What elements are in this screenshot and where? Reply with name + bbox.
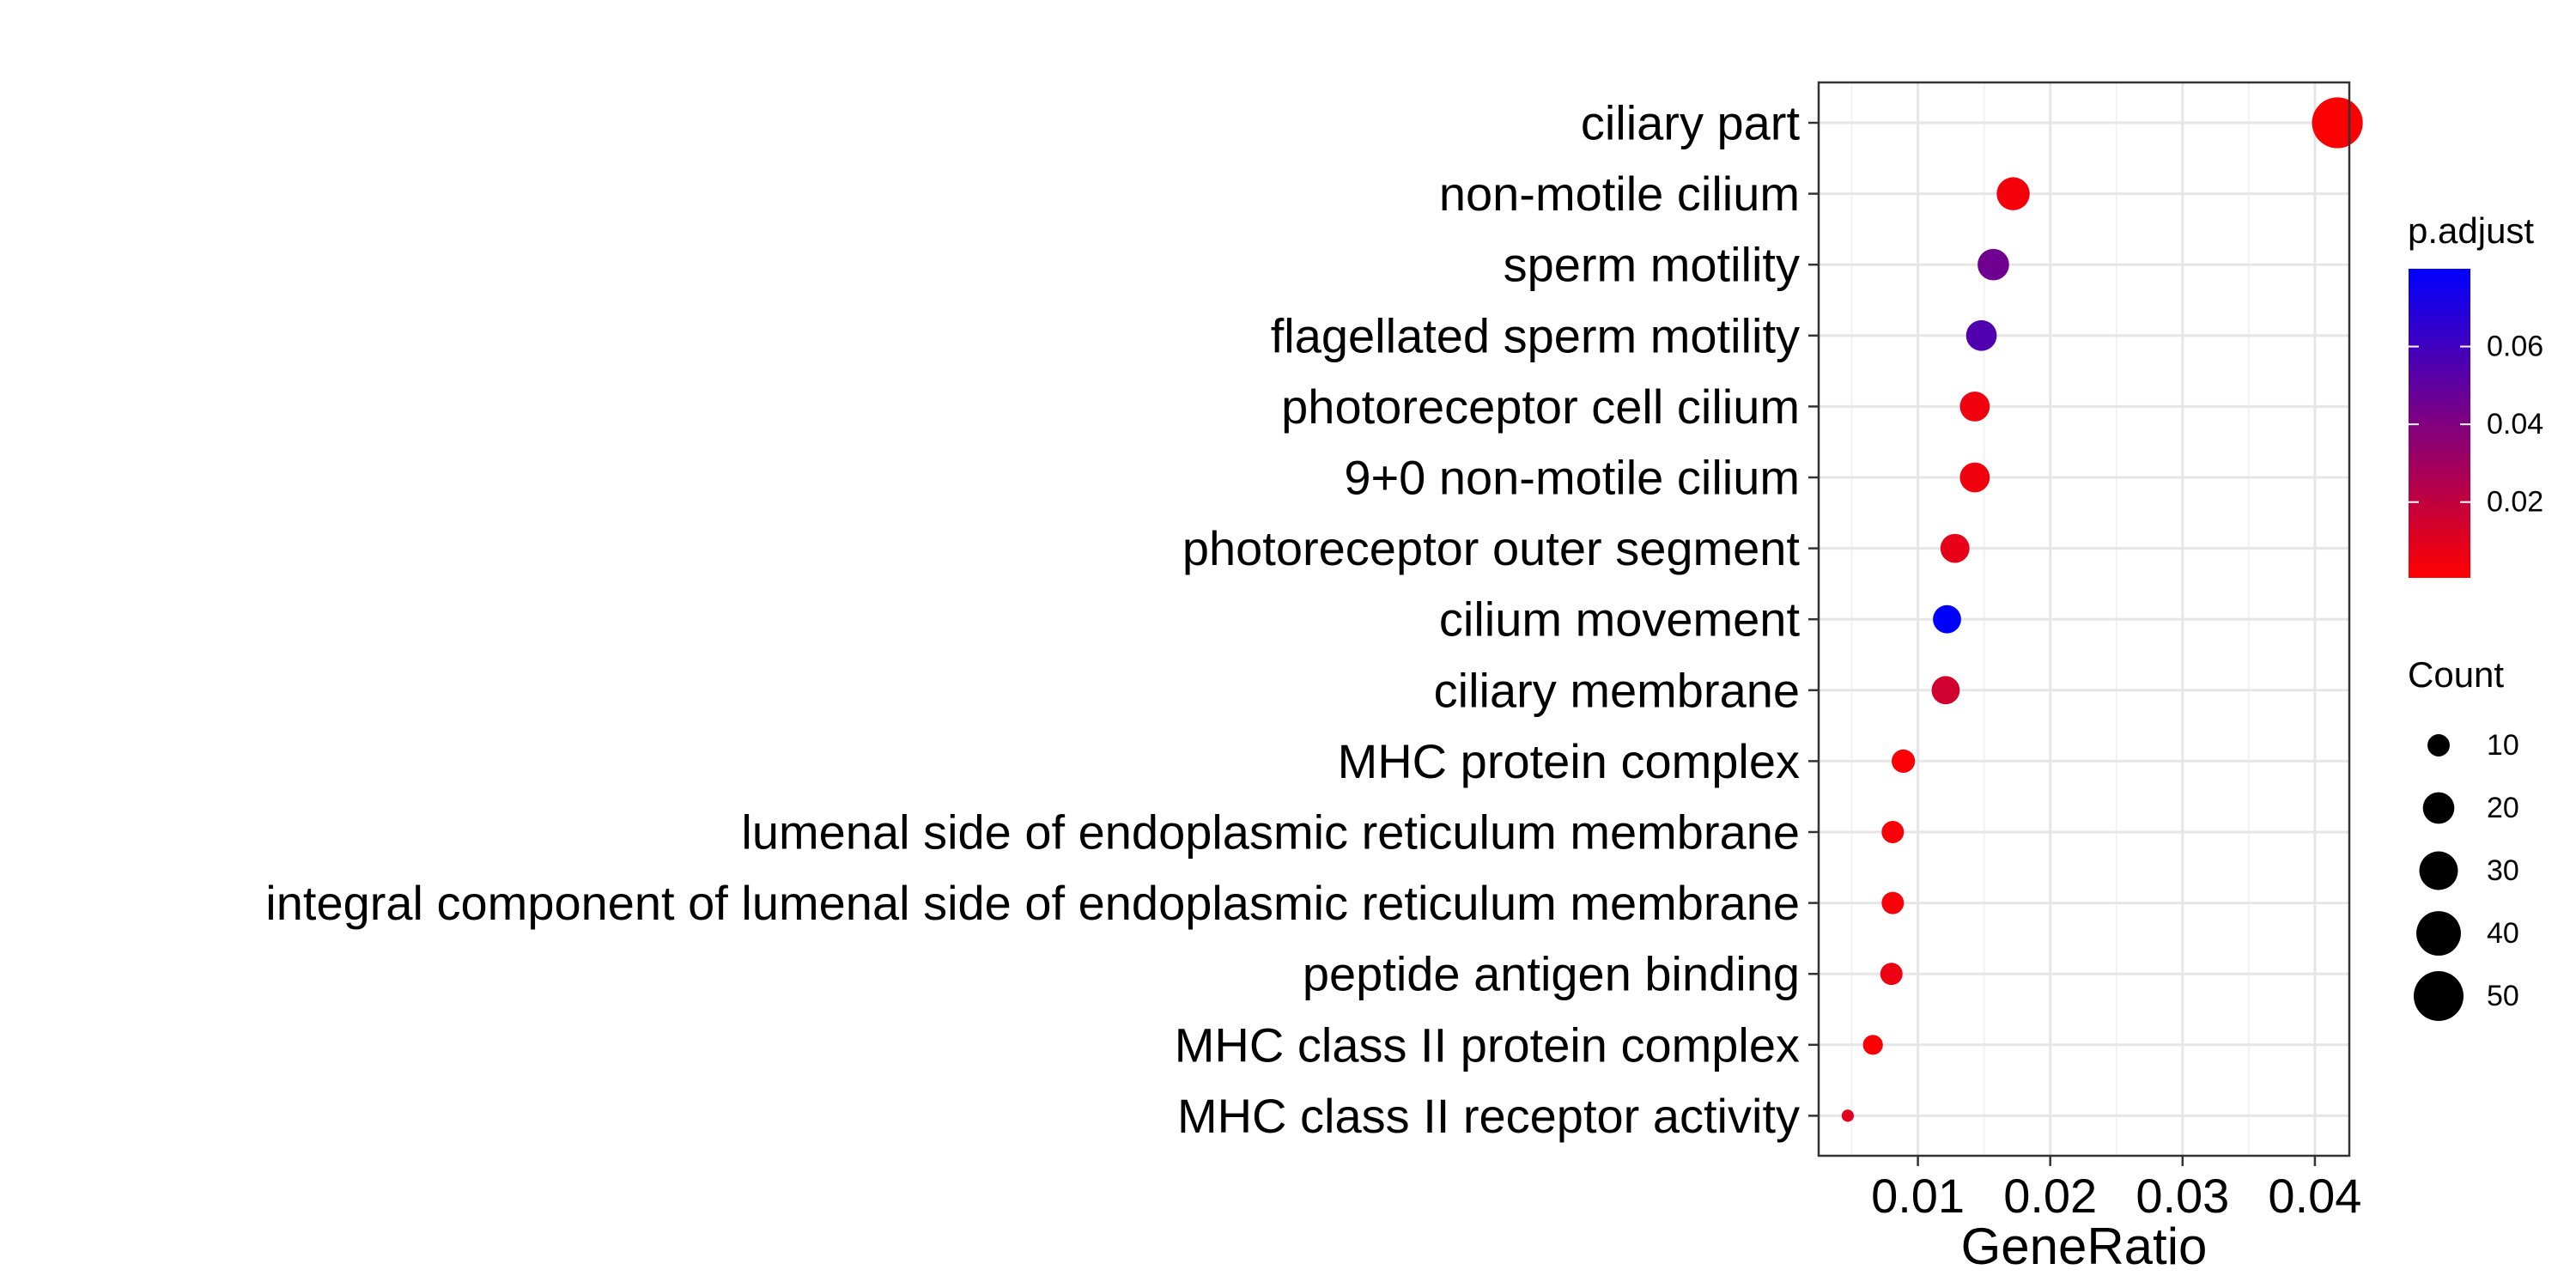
y-tick-label: 9+0 non-motile cilium xyxy=(1344,451,1800,505)
y-tick-label: MHC class II protein complex xyxy=(1175,1018,1800,1072)
y-tick-label: lumenal side of endoplasmic reticulum me… xyxy=(741,805,1800,860)
data-point xyxy=(1841,1109,1855,1122)
size-legend-label: 30 xyxy=(2487,854,2519,887)
size-legend-label: 10 xyxy=(2487,729,2519,762)
size-legend-key xyxy=(2427,734,2450,756)
size-legend-key xyxy=(2414,971,2464,1021)
y-tick-label: peptide antigen binding xyxy=(1303,947,1800,1001)
colorbar-tick-label: 0.04 xyxy=(2487,408,2543,440)
count-legend: Count 10 20 30 40 50 xyxy=(2408,654,2519,1021)
data-point xyxy=(2312,97,2363,149)
x-tick-label: 0.04 xyxy=(2268,1169,2361,1223)
y-tick-label: photoreceptor cell cilium xyxy=(1281,380,1800,434)
size-legend-key xyxy=(2419,851,2458,890)
y-tick-label: sperm motility xyxy=(1504,238,1800,292)
count-legend-title: Count xyxy=(2408,654,2504,695)
y-tick-label: ciliary part xyxy=(1581,96,1801,150)
data-point xyxy=(1959,462,1990,493)
data-point xyxy=(1996,177,2030,210)
size-legend-label: 40 xyxy=(2487,917,2519,950)
colorbar-tick-label: 0.06 xyxy=(2487,331,2543,363)
data-point xyxy=(1978,248,2009,281)
y-tick-label: flagellated sperm motility xyxy=(1271,308,1800,362)
y-tick-label: non-motile cilium xyxy=(1439,167,1800,221)
x-axis-title: GeneRatio xyxy=(1961,1218,2208,1275)
data-point xyxy=(1931,676,1960,705)
data-point xyxy=(1881,891,1905,914)
data-point xyxy=(1940,533,1970,563)
y-axis: ciliary part non-motile cilium sperm motil… xyxy=(265,96,1819,1143)
p-adjust-colorbar xyxy=(2409,269,2470,578)
colorbar-tick-label: 0.02 xyxy=(2487,486,2543,519)
data-point xyxy=(1862,1035,1883,1055)
y-tick-label: MHC class II receptor activity xyxy=(1177,1089,1800,1143)
data-point xyxy=(1880,963,1903,986)
size-legend-label: 20 xyxy=(2487,792,2519,824)
plot-panel xyxy=(1817,81,2363,1157)
size-legend-label: 50 xyxy=(2487,980,2519,1012)
p-adjust-legend-title: p.adjust xyxy=(2408,210,2534,251)
y-tick-label: integral component of lumenal side of en… xyxy=(265,876,1800,930)
y-tick-label: ciliary membrane xyxy=(1434,663,1800,717)
data-point xyxy=(1965,319,1997,351)
data-point xyxy=(1881,821,1905,843)
x-axis: GeneRatio 0.01 0.02 0.03 0.04 xyxy=(1871,1156,2361,1275)
x-tick-label: 0.01 xyxy=(1871,1169,1965,1223)
size-legend-key xyxy=(2416,911,2461,956)
data-point xyxy=(1959,392,1990,422)
x-tick-label: 0.02 xyxy=(2003,1169,2097,1223)
data-point xyxy=(1892,749,1916,773)
y-tick-label: MHC protein complex xyxy=(1338,734,1800,788)
y-tick-label: photoreceptor outer segment xyxy=(1182,521,1801,575)
x-tick-label: 0.03 xyxy=(2136,1169,2229,1223)
size-legend-key xyxy=(2422,792,2455,824)
y-tick-label: cilium movement xyxy=(1439,592,1801,647)
data-point xyxy=(1933,605,1961,634)
p-adjust-legend: p.adjust 0.02 0.04 0.06 xyxy=(2408,210,2543,578)
